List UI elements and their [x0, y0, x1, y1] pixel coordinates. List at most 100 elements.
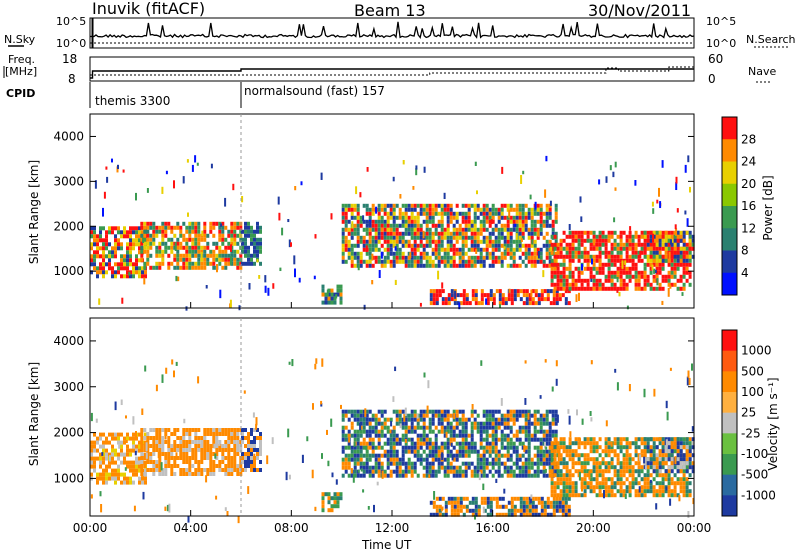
power-cell [443, 247, 447, 252]
power-cell [438, 289, 442, 294]
power-cell [188, 245, 192, 250]
velocity-scatter-cell [253, 453, 256, 463]
power-cell [691, 238, 695, 243]
velocity-cell [679, 461, 683, 466]
power-cell [571, 246, 575, 251]
power-cell [236, 225, 240, 230]
velocity-cell [365, 469, 369, 474]
velocity-cell [556, 485, 560, 490]
power-cell [545, 211, 549, 216]
velocity-cell [470, 449, 474, 454]
power-cell [203, 265, 207, 270]
velocity-cell [652, 489, 656, 494]
velocity-cell [485, 461, 489, 466]
velocity-scatter-cell [649, 479, 652, 484]
velocity-scatter-cell [569, 431, 572, 438]
velocity-cell [524, 421, 528, 426]
power-cell [539, 255, 543, 260]
velocity-cell [565, 473, 569, 478]
velocity-cell [230, 428, 234, 432]
power-cell [126, 266, 129, 271]
power-cell [595, 286, 599, 291]
velocity-cell [685, 445, 689, 450]
velocity-cell [527, 473, 531, 478]
power-cell [395, 259, 399, 264]
velocity-cell [628, 441, 632, 446]
power-cell [389, 239, 393, 244]
power-cell [485, 227, 489, 232]
power-cell [143, 245, 147, 250]
power-cell [589, 230, 593, 235]
power-cell [515, 215, 519, 220]
velocity-cell [658, 485, 662, 490]
power-cell [126, 230, 129, 235]
power-scatter-cell [537, 251, 540, 259]
velocity-cell [531, 508, 535, 513]
velocity-cell [545, 461, 549, 466]
velocity-cell [598, 485, 602, 490]
xtick-label: 16:00 [475, 521, 510, 535]
velocity-cell [353, 445, 357, 450]
power-cell [685, 258, 689, 263]
velocity-cell [542, 437, 546, 442]
power-cell [539, 247, 543, 252]
power-cell [359, 235, 363, 240]
power-cell [492, 297, 496, 302]
velocity-cell [425, 469, 429, 474]
velocity-cell [123, 480, 126, 485]
power-cell [461, 231, 465, 236]
velocity-cell [577, 441, 581, 446]
power-cell [512, 223, 516, 228]
velocity-cell [90, 472, 93, 477]
velocity-cell [488, 441, 492, 446]
velocity-cell [170, 464, 174, 468]
velocity-cell [470, 433, 474, 438]
power-cell [434, 243, 438, 248]
velocity-cell [158, 428, 162, 432]
power-cell [565, 234, 569, 239]
velocity-cell [185, 432, 189, 436]
power-cell [625, 242, 629, 247]
power-cell [368, 235, 372, 240]
power-scatter-cell [661, 300, 664, 305]
power-cell [321, 284, 325, 289]
velocity-cell [389, 449, 393, 454]
velocity-cell [377, 429, 381, 434]
velocity-scatter-cell [164, 434, 167, 440]
power-cell [492, 293, 496, 298]
velocity-cell [194, 440, 198, 444]
power-cell [435, 289, 439, 294]
power-cell [383, 259, 387, 264]
power-cell [473, 223, 477, 228]
velocity-cell [111, 448, 114, 453]
power-cell [510, 301, 514, 306]
velocity-cell [173, 448, 177, 452]
power-cell [230, 241, 234, 246]
power-cell [368, 227, 372, 232]
power-cell [500, 207, 504, 212]
velocity-cell [524, 429, 528, 434]
velocity-cell [670, 457, 674, 462]
power-cell [176, 221, 180, 226]
power-cell [344, 211, 348, 216]
power-cell [577, 286, 581, 291]
velocity-cell [377, 453, 381, 458]
power-cell [253, 229, 256, 234]
velocity-cell [676, 453, 680, 458]
velocity-cell [212, 428, 216, 432]
velocity-cell [356, 433, 360, 438]
power-cell [377, 211, 381, 216]
velocity-scatter-cell [551, 386, 554, 392]
velocity-cell [482, 449, 486, 454]
power-cell [494, 211, 498, 216]
velocity-cell [446, 469, 450, 474]
velocity-cell [637, 481, 641, 486]
power-cell [432, 289, 436, 294]
velocity-cell [446, 449, 450, 454]
velocity-cell [200, 460, 204, 464]
power-cell [610, 278, 614, 283]
velocity-cell [365, 457, 369, 462]
velocity-cell [652, 477, 656, 482]
power-cell [209, 225, 213, 230]
velocity-cell [616, 481, 620, 486]
